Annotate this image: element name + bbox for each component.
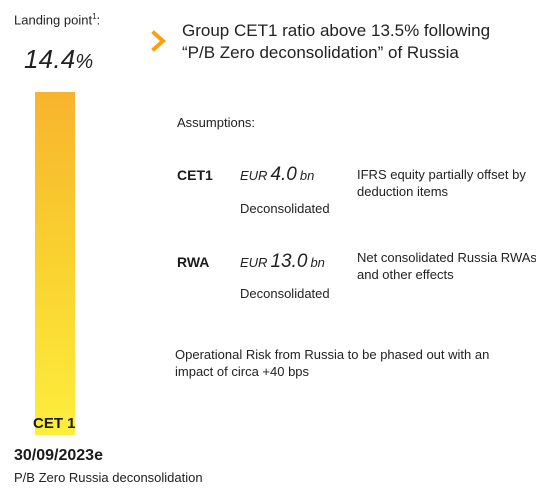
landing-point-number: 14.4 — [24, 44, 76, 74]
headline: Group CET1 ratio above 13.5% following “… — [182, 21, 491, 62]
amount-number-rwa: 13.0 — [270, 251, 308, 272]
cet1-bar — [35, 92, 75, 435]
amount-unit-cet1: bn — [299, 168, 315, 183]
amount-cet1: EUR 4.0 bn — [240, 164, 314, 186]
amount-number-cet1: 4.0 — [270, 164, 297, 185]
cet1-bar-label: CET 1 — [33, 415, 76, 432]
amount-unit-rwa: bn — [310, 255, 325, 270]
description-rwa: Net consolidated Russia RWAs and other e… — [357, 250, 536, 282]
currency-cet1: EUR — [240, 168, 268, 183]
bar-caption: P/B Zero Russia deconsolidation — [14, 470, 203, 485]
landing-point-text: Landing point — [14, 12, 93, 28]
amount-rwa: EUR 13.0 bn — [240, 251, 325, 273]
footnote-marker: 1 — [92, 12, 97, 21]
description-cet1: IFRS equity partially offset by deductio… — [357, 167, 526, 199]
row-label-cet1: CET1 — [177, 167, 213, 183]
currency-rwa: EUR — [240, 255, 268, 270]
landing-point-unit: % — [75, 51, 94, 73]
note-rwa: Deconsolidated — [240, 286, 330, 301]
landing-point-value: 14.4% — [24, 44, 93, 75]
note-cet1: Deconsolidated — [240, 201, 330, 216]
chevron-right-icon — [151, 30, 167, 52]
row-label-rwa: RWA — [177, 254, 210, 270]
operational-risk-note: Operational Risk from Russia to be phase… — [175, 347, 490, 379]
landing-point-label: Landing point1: — [14, 12, 100, 27]
date-label: 30/09/2023e — [14, 447, 103, 464]
landing-point-colon: : — [96, 12, 101, 28]
assumptions-title: Assumptions: — [177, 115, 256, 130]
